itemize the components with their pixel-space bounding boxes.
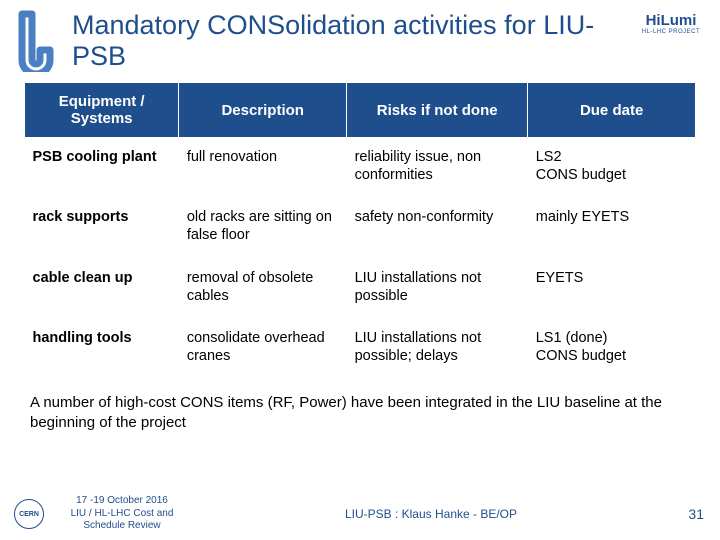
- table-cell: reliability issue, non conformities: [347, 138, 528, 199]
- table-col-header: Risks if not done: [347, 83, 528, 138]
- footer-center-text: LIU-PSB : Klaus Hanke - BE/OP: [192, 507, 670, 521]
- footer-event-block: 17 -19 October 2016 LIU / HL-LHC Cost an…: [52, 495, 192, 533]
- footer-date: 17 -19 October 2016: [52, 495, 192, 508]
- table-cell: removal of obsolete cables: [179, 259, 347, 319]
- table-cell: PSB cooling plant: [25, 138, 179, 199]
- table-cell: handling tools: [25, 319, 179, 379]
- table-cell: EYETS: [528, 259, 696, 319]
- footer-event: LIU / HL-LHC Cost and Schedule Review: [52, 508, 192, 533]
- table-cell: rack supports: [25, 198, 179, 258]
- table-container: Equipment / SystemsDescriptionRisks if n…: [0, 82, 720, 379]
- table-row: handling toolsconsolidate overhead crane…: [25, 319, 696, 379]
- consolidation-table: Equipment / SystemsDescriptionRisks if n…: [24, 82, 696, 379]
- logo-left-icon: [10, 8, 62, 72]
- table-cell: safety non-conformity: [347, 198, 528, 258]
- slide-title: Mandatory CONSolidation activities for L…: [72, 8, 632, 72]
- table-cell: LIU installations not possible: [347, 259, 528, 319]
- footnote-text: A number of high-cost CONS items (RF, Po…: [0, 379, 720, 432]
- table-row: PSB cooling plantfull renovationreliabil…: [25, 138, 696, 199]
- table-body: PSB cooling plantfull renovationreliabil…: [25, 138, 696, 380]
- slide-header: Mandatory CONSolidation activities for L…: [0, 0, 720, 82]
- cern-logo-icon: CERN: [14, 499, 44, 529]
- table-col-header: Equipment / Systems: [25, 83, 179, 138]
- table-col-header: Due date: [528, 83, 696, 138]
- table-row: rack supportsold racks are sitting on fa…: [25, 198, 696, 258]
- slide-footer: CERN 17 -19 October 2016 LIU / HL-LHC Co…: [0, 488, 720, 540]
- table-cell: full renovation: [179, 138, 347, 199]
- table-cell: LS1 (done)CONS budget: [528, 319, 696, 379]
- page-number: 31: [670, 506, 720, 522]
- table-col-header: Description: [179, 83, 347, 138]
- table-row: cable clean upremoval of obsolete cables…: [25, 259, 696, 319]
- table-cell: old racks are sitting on false floor: [179, 198, 347, 258]
- hilumi-logo-icon: HiLumi HL-LHC PROJECT: [632, 12, 710, 52]
- table-cell: LS2CONS budget: [528, 138, 696, 199]
- table-cell: mainly EYETS: [528, 198, 696, 258]
- table-cell: cable clean up: [25, 259, 179, 319]
- table-cell: consolidate overhead cranes: [179, 319, 347, 379]
- table-header-row: Equipment / SystemsDescriptionRisks if n…: [25, 83, 696, 138]
- table-cell: LIU installations not possible; delays: [347, 319, 528, 379]
